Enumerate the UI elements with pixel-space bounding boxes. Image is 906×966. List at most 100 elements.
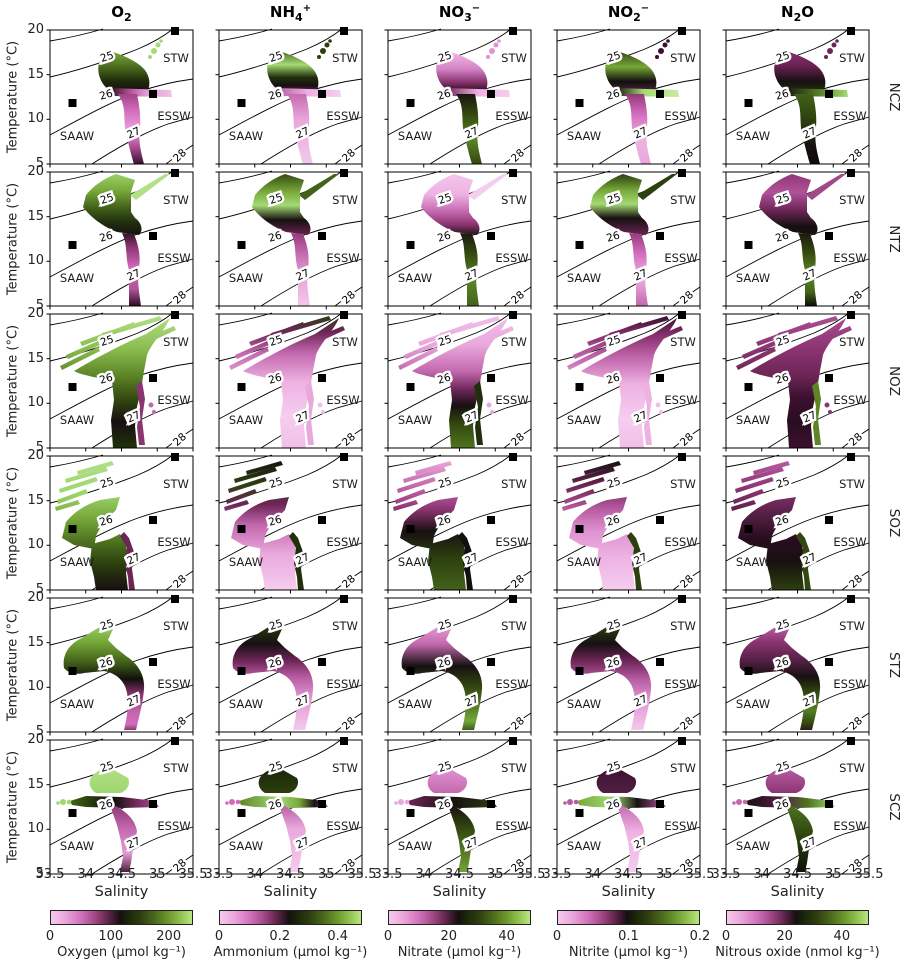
water-mass-marker-SAAW <box>744 99 753 107</box>
scatter-blob-main <box>440 316 500 337</box>
panel-SOZ-O2: 25 26 27 28 STW ESSW SAAW <box>46 453 194 594</box>
water-mass-label-SAAW: SAAW <box>60 129 94 143</box>
y-tick-label: 5 <box>35 297 44 313</box>
isopycnal-line-27 <box>429 684 532 733</box>
scatter-blob-main <box>60 347 100 370</box>
water-mass-label-ESSW: ESSW <box>833 251 866 265</box>
water-mass-label-STW: STW <box>839 477 865 491</box>
water-mass-marker-STW <box>847 27 855 35</box>
water-mass-label-SAAW: SAAW <box>567 271 601 285</box>
isopycnal-line-27 <box>260 826 363 875</box>
scatter-dot <box>828 410 832 414</box>
isopycnal-line-28 <box>841 854 870 875</box>
water-mass-marker-ESSW <box>487 800 495 808</box>
isopycnal-label-26: 26 <box>267 513 283 528</box>
water-mass-marker-ESSW <box>149 800 157 808</box>
water-mass-marker-ESSW <box>487 232 495 240</box>
isopycnal-label-25: 25 <box>268 617 284 633</box>
scatter-blob-main <box>753 461 790 475</box>
water-mass-label-ESSW: ESSW <box>833 535 866 549</box>
water-mass-label-SAAW: SAAW <box>229 413 263 427</box>
scatter-blob-accent <box>136 381 145 445</box>
water-mass-label-SAAW: SAAW <box>736 555 770 569</box>
water-mass-marker-STW <box>171 453 179 461</box>
isopycnal-line-24 <box>725 596 780 610</box>
scatter-dot <box>328 39 332 43</box>
scatter-blob-main <box>55 500 80 511</box>
scatter-blob-main <box>65 467 108 483</box>
water-mass-label-SAAW: SAAW <box>736 413 770 427</box>
isopycnal-label-26: 26 <box>436 229 452 244</box>
isopycnal-line-28 <box>503 712 532 733</box>
water-mass-label-STW: STW <box>670 193 696 207</box>
isopycnal-line-24 <box>387 28 442 42</box>
isopycnal-label-25: 25 <box>268 475 284 491</box>
water-mass-marker-ESSW <box>656 374 664 382</box>
isopycnal-line-28 <box>165 854 194 875</box>
water-mass-marker-ESSW <box>149 516 157 524</box>
scatter-blob-main <box>66 335 114 359</box>
scatter-blob-main <box>102 316 162 337</box>
scatter-blob-tail <box>287 94 313 164</box>
water-mass-marker-SAAW <box>744 809 753 817</box>
isopycnal-label-25: 25 <box>268 49 284 65</box>
water-mass-label-ESSW: ESSW <box>833 393 866 407</box>
colorbar-N2O <box>726 910 869 925</box>
panel-STZ-NO3: 25 26 27 28 STW ESSW SAAW <box>384 595 532 736</box>
isopycnal-line-27 <box>260 116 363 165</box>
scatter-blob-main <box>584 461 621 475</box>
water-mass-marker-STW <box>678 737 686 745</box>
water-mass-label-STW: STW <box>839 761 865 775</box>
scatter-blob-top <box>98 50 150 92</box>
water-mass-label-ESSW: ESSW <box>664 251 697 265</box>
y-tick-label: 20 <box>27 731 44 747</box>
isopycnal-line-26 <box>218 504 363 562</box>
water-mass-label-ESSW: ESSW <box>495 535 528 549</box>
panel-NTZ-NO3: 25 26 27 28 STW ESSW SAAW <box>384 169 532 310</box>
y-axis-label-SOZ: Temperature (°C) <box>5 466 21 580</box>
water-mass-marker-ESSW <box>149 232 157 240</box>
x-tick-label: 35.5 <box>516 867 546 882</box>
isopycnal-line-28 <box>672 286 701 307</box>
column-title-part: NH <box>269 3 296 21</box>
colorbar-tick-label: 0.4 <box>327 929 349 944</box>
water-mass-marker-ESSW <box>825 374 833 382</box>
water-mass-marker-STW <box>509 27 517 35</box>
column-title-N2O: N2O <box>726 3 869 24</box>
scatter-blob-main <box>403 467 446 483</box>
water-mass-marker-SAAW <box>406 99 415 107</box>
isopycnal-label-27: 27 <box>294 267 311 283</box>
water-mass-marker-ESSW <box>149 90 157 98</box>
isopycnal-line-24 <box>387 312 442 326</box>
scatter-blob-main <box>569 497 627 549</box>
isopycnal-line-28 <box>841 428 870 449</box>
water-mass-marker-SAAW <box>406 809 415 817</box>
water-mass-label-SAAW: SAAW <box>567 129 601 143</box>
isopycnal-line-25 <box>556 28 681 78</box>
x-tick-label: 33.5 <box>373 867 403 882</box>
water-mass-marker-STW <box>340 737 348 745</box>
isopycnal-line-24 <box>387 596 442 610</box>
water-mass-label-STW: STW <box>332 761 358 775</box>
isopycnal-line-28 <box>841 712 870 733</box>
panel-SOZ-NO2: 25 26 27 28 STW ESSW SAAW <box>553 453 701 594</box>
water-mass-label-SAAW: SAAW <box>398 413 432 427</box>
scatter-blob-main <box>573 335 621 359</box>
water-mass-label-SAAW: SAAW <box>229 129 263 143</box>
water-mass-label-STW: STW <box>163 335 189 349</box>
scatter-blob-main <box>581 318 677 383</box>
water-mass-label-STW: STW <box>670 51 696 65</box>
isopycnal-label-25: 25 <box>437 333 453 349</box>
scatter-dot <box>148 55 152 59</box>
water-mass-label-STW: STW <box>163 477 189 491</box>
scatter-blob-main <box>395 489 426 504</box>
x-tick-label: 34 <box>584 867 602 882</box>
column-title-part: 3 <box>464 11 472 24</box>
panel-NOZ-NO3: 25 26 27 28 STW ESSW SAAW <box>384 311 532 452</box>
water-mass-label-STW: STW <box>501 761 527 775</box>
colorbar-tick-label: 0.2 <box>269 929 291 944</box>
scatter-blob-tail <box>794 94 820 164</box>
colorbar-tick-label: 0 <box>552 929 562 944</box>
